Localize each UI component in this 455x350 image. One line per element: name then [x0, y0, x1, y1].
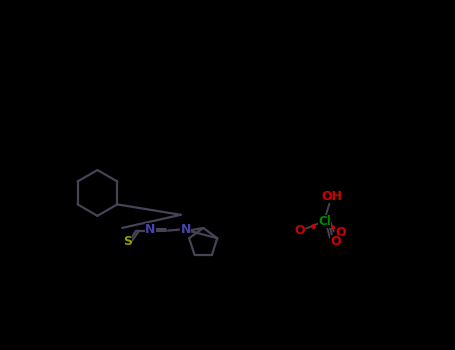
- Text: Cl: Cl: [318, 215, 331, 228]
- Text: N: N: [145, 223, 156, 236]
- Text: S: S: [123, 235, 132, 248]
- Text: O: O: [330, 235, 341, 248]
- Text: O: O: [295, 224, 305, 237]
- Text: O: O: [335, 226, 346, 239]
- Text: N: N: [180, 223, 191, 236]
- Text: OH: OH: [321, 190, 343, 203]
